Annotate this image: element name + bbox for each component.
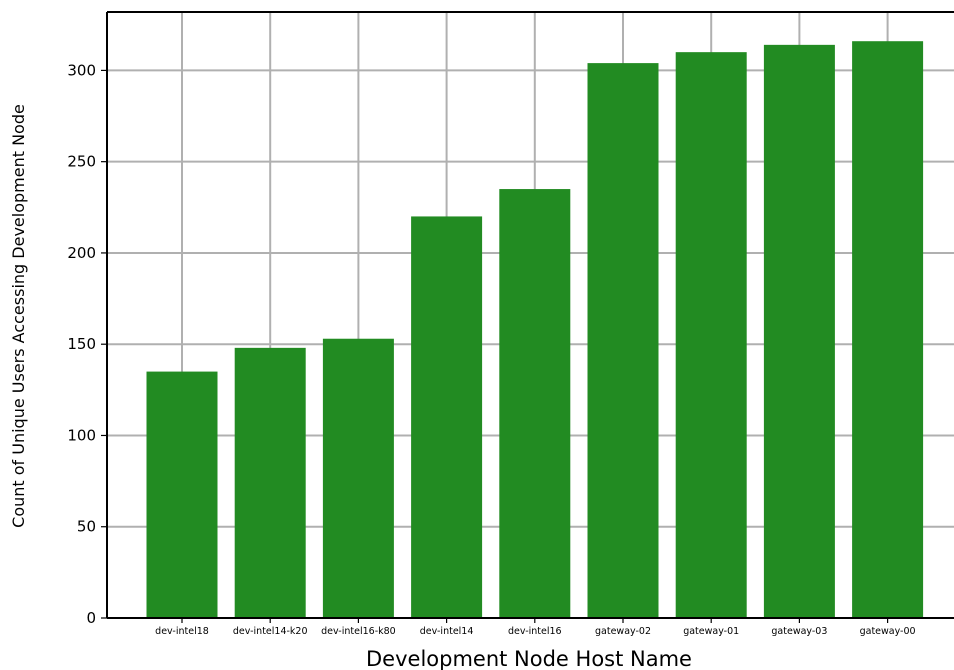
y-axis-label: Count of Unique Users Accessing Developm…: [9, 104, 28, 528]
y-tick-label: 50: [77, 518, 96, 536]
bar-dev-intel16: [499, 189, 571, 619]
x-tick-label: gateway-02: [595, 626, 651, 637]
x-tick-label: dev-intel16-k80: [321, 626, 396, 637]
bar-gateway-02: [587, 63, 659, 618]
bar-dev-intel16-k80: [322, 338, 394, 618]
y-axis-ticks: 0 50 100 150 200 250 300: [67, 61, 107, 627]
x-tick-label: dev-intel14: [420, 626, 474, 637]
y-tick-label: 200: [67, 244, 96, 262]
x-tick-label: dev-intel14-k20: [233, 626, 308, 637]
x-tick-label: dev-intel18: [155, 626, 209, 637]
bar-dev-intel18: [146, 371, 218, 618]
x-tick-label: gateway-03: [771, 626, 827, 637]
bars: [146, 41, 924, 619]
bar-dev-intel14-k20: [234, 347, 306, 618]
x-tick-label: gateway-01: [683, 626, 739, 637]
y-tick-label: 150: [67, 335, 96, 353]
y-tick-label: 300: [67, 61, 96, 79]
bar-gateway-03: [763, 44, 835, 619]
x-axis-ticks: dev-intel18 dev-intel14-k20 dev-intel16-k8…: [155, 618, 916, 637]
bar-dev-intel14: [411, 216, 483, 619]
y-tick-label: 250: [67, 153, 96, 171]
bar-gateway-00: [852, 41, 924, 618]
x-tick-label: dev-intel16: [508, 626, 562, 637]
x-axis-label: Development Node Host Name: [366, 647, 692, 670]
y-tick-label: 0: [86, 609, 96, 627]
x-tick-label: gateway-00: [860, 626, 916, 637]
axes-frame: [106, 11, 954, 619]
y-tick-label: 100: [67, 426, 96, 444]
bar-gateway-01: [675, 52, 747, 619]
